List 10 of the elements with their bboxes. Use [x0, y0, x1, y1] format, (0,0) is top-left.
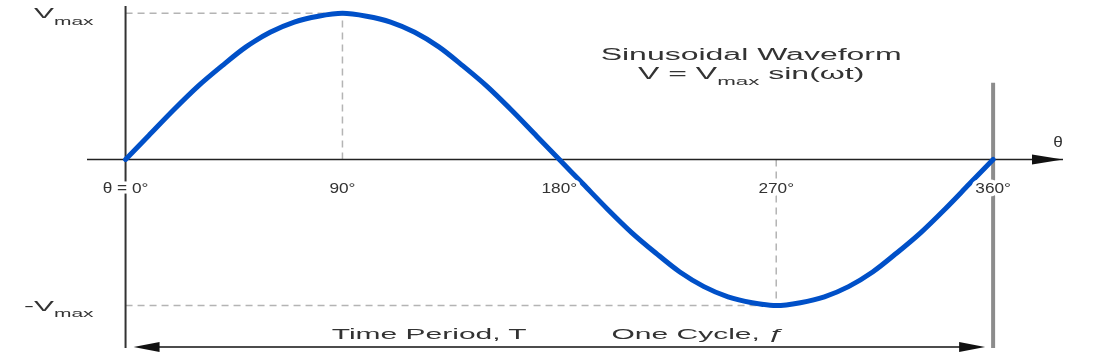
x-tick-label: 180°	[541, 179, 578, 197]
text: Time Period, T	[331, 325, 527, 343]
ref-line-label: V$_{max}$	[33, 5, 95, 27]
x-tick-label: 270°	[758, 179, 795, 197]
x-axis-title: θ	[1053, 133, 1063, 151]
x-tick-label: 90°	[329, 179, 356, 197]
text: V = V$_{max}$ sin(ωt)	[638, 64, 865, 88]
text: Sinusoidal Waveform	[600, 45, 902, 64]
text: One Cycle, ƒ	[611, 325, 785, 343]
ref-line-label: -V$_{max}$	[23, 297, 95, 320]
